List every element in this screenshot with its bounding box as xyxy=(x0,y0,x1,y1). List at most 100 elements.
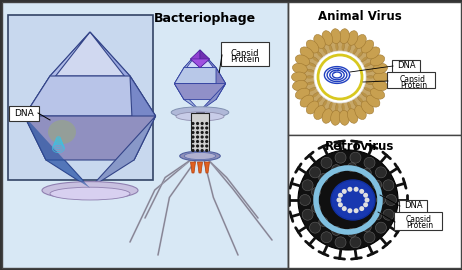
Text: DNA: DNA xyxy=(14,109,34,117)
Circle shape xyxy=(336,197,341,202)
Text: Retrovirus: Retrovirus xyxy=(325,140,395,153)
Ellipse shape xyxy=(339,110,349,125)
Circle shape xyxy=(205,144,208,148)
Ellipse shape xyxy=(373,72,389,82)
Circle shape xyxy=(335,152,346,163)
Circle shape xyxy=(191,135,195,139)
Circle shape xyxy=(196,153,199,157)
Ellipse shape xyxy=(292,72,306,82)
Ellipse shape xyxy=(353,46,364,58)
Circle shape xyxy=(359,189,364,194)
Text: Capsid: Capsid xyxy=(231,49,259,58)
Polygon shape xyxy=(174,84,225,100)
Circle shape xyxy=(376,222,386,233)
Circle shape xyxy=(373,211,382,220)
Circle shape xyxy=(196,126,199,130)
Ellipse shape xyxy=(292,63,307,74)
Ellipse shape xyxy=(292,80,307,91)
Ellipse shape xyxy=(295,55,310,66)
Polygon shape xyxy=(50,32,130,76)
Ellipse shape xyxy=(331,180,375,220)
Polygon shape xyxy=(190,162,195,173)
Text: DNA: DNA xyxy=(397,62,415,70)
Ellipse shape xyxy=(329,40,338,53)
Circle shape xyxy=(332,165,341,174)
Text: Capsid: Capsid xyxy=(400,75,426,83)
Circle shape xyxy=(353,187,359,192)
Ellipse shape xyxy=(295,88,310,99)
Ellipse shape xyxy=(365,76,377,85)
Ellipse shape xyxy=(314,35,325,48)
Circle shape xyxy=(201,153,204,157)
Polygon shape xyxy=(24,76,50,160)
Circle shape xyxy=(383,209,394,220)
Ellipse shape xyxy=(335,102,345,114)
Ellipse shape xyxy=(329,101,338,114)
Circle shape xyxy=(310,222,321,233)
Circle shape xyxy=(191,140,195,143)
Ellipse shape xyxy=(303,76,316,85)
Circle shape xyxy=(299,194,310,205)
FancyBboxPatch shape xyxy=(9,106,39,121)
Circle shape xyxy=(373,180,382,189)
Circle shape xyxy=(191,126,195,130)
Text: DNA: DNA xyxy=(404,201,422,211)
Circle shape xyxy=(205,122,208,125)
Polygon shape xyxy=(200,50,210,68)
Circle shape xyxy=(363,202,368,207)
Ellipse shape xyxy=(307,56,319,67)
Ellipse shape xyxy=(361,87,373,97)
Ellipse shape xyxy=(322,109,333,123)
Ellipse shape xyxy=(180,151,220,161)
FancyBboxPatch shape xyxy=(288,135,461,268)
Ellipse shape xyxy=(331,29,341,44)
Circle shape xyxy=(196,131,199,134)
Circle shape xyxy=(347,163,357,172)
Circle shape xyxy=(377,195,385,204)
Circle shape xyxy=(350,237,361,248)
Ellipse shape xyxy=(361,101,374,114)
Circle shape xyxy=(302,180,313,191)
Circle shape xyxy=(205,140,208,143)
Ellipse shape xyxy=(304,82,317,91)
Circle shape xyxy=(311,188,321,197)
Ellipse shape xyxy=(355,35,366,48)
Circle shape xyxy=(298,150,398,250)
Circle shape xyxy=(364,232,375,243)
Circle shape xyxy=(201,149,204,152)
Polygon shape xyxy=(174,50,200,84)
Circle shape xyxy=(383,180,394,191)
Circle shape xyxy=(201,144,204,148)
Ellipse shape xyxy=(363,82,376,91)
Polygon shape xyxy=(216,68,225,100)
Text: Protein: Protein xyxy=(406,221,433,231)
Circle shape xyxy=(365,197,370,202)
Circle shape xyxy=(362,223,371,232)
Ellipse shape xyxy=(342,101,351,114)
Ellipse shape xyxy=(42,182,138,199)
FancyBboxPatch shape xyxy=(8,15,153,180)
Circle shape xyxy=(347,187,353,192)
Ellipse shape xyxy=(176,112,224,121)
Circle shape xyxy=(364,157,375,168)
Polygon shape xyxy=(200,84,225,111)
Circle shape xyxy=(314,51,366,103)
Ellipse shape xyxy=(306,101,319,114)
Circle shape xyxy=(205,126,208,130)
Ellipse shape xyxy=(322,42,332,55)
Ellipse shape xyxy=(365,69,377,78)
Circle shape xyxy=(196,122,199,125)
Circle shape xyxy=(205,153,208,157)
Ellipse shape xyxy=(300,95,314,107)
Ellipse shape xyxy=(50,187,130,200)
Ellipse shape xyxy=(322,99,332,112)
FancyBboxPatch shape xyxy=(196,112,204,122)
Circle shape xyxy=(205,135,208,139)
Circle shape xyxy=(319,174,328,183)
Circle shape xyxy=(201,135,204,139)
Polygon shape xyxy=(190,50,200,68)
Ellipse shape xyxy=(363,63,376,72)
Ellipse shape xyxy=(306,40,319,53)
Ellipse shape xyxy=(357,51,369,62)
Ellipse shape xyxy=(339,29,349,44)
